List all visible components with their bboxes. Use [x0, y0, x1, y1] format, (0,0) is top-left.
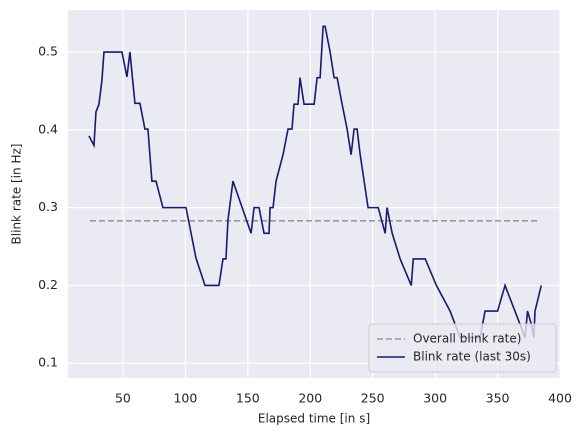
y-tick-label: 0.2: [38, 277, 58, 292]
y-axis-label: Blink rate [in Hz]: [10, 144, 24, 245]
legend-label: Blink rate (last 30s): [413, 350, 531, 364]
x-tick-label: 250: [361, 391, 385, 406]
x-tick-label: 300: [423, 391, 447, 406]
y-tick-label: 0.5: [38, 44, 58, 59]
legend-box: [368, 323, 557, 373]
x-tick-label: 400: [548, 391, 572, 406]
x-tick-label: 200: [298, 391, 322, 406]
y-tick-label: 0.4: [38, 121, 58, 136]
y-tick-label: 0.3: [38, 199, 58, 214]
x-axis-label: Elapsed time [in s]: [258, 412, 370, 426]
x-tick-label: 350: [486, 391, 510, 406]
plot-area: [68, 10, 560, 378]
x-tick-label: 150: [236, 391, 260, 406]
y-tick-label: 0.1: [38, 355, 58, 370]
x-tick-label: 50: [115, 391, 131, 406]
legend-label: Overall blink rate): [413, 332, 521, 346]
x-tick-label: 100: [173, 391, 197, 406]
series-line: [88, 25, 543, 339]
